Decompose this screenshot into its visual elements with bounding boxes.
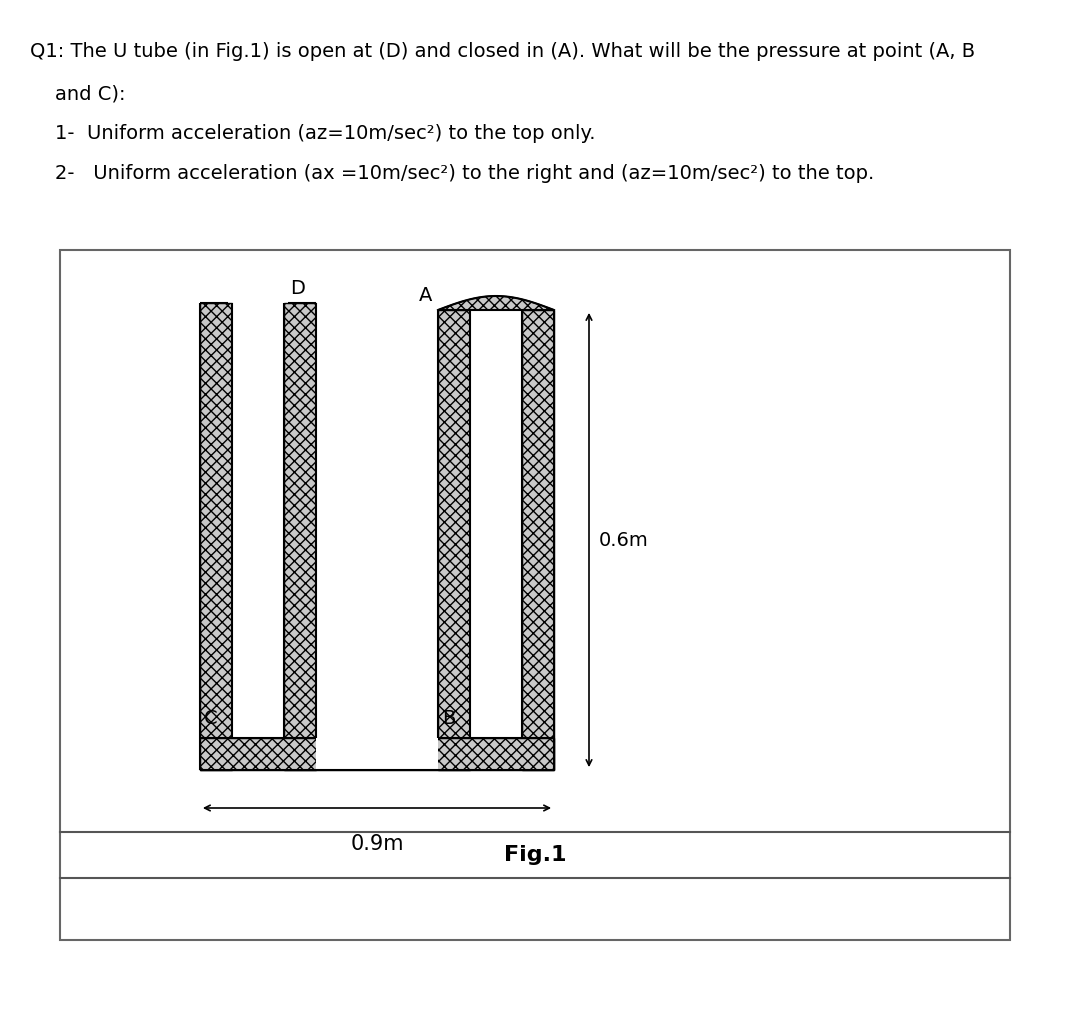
Text: 2-   Uniform acceleration (ax =10m/sec²) to the right and (az=10m/sec²) to the t: 2- Uniform acceleration (ax =10m/sec²) t… [30,164,874,183]
Bar [200,303,232,770]
Polygon shape [438,296,554,310]
Text: D: D [291,279,305,298]
Text: B: B [442,709,456,728]
Bar [200,738,554,770]
Text: and C):: and C): [30,84,125,103]
Text: 0.9m: 0.9m [350,833,404,854]
Text: Q1: The U tube (in Fig.1) is open at (D) and closed in (A). What will be the pre: Q1: The U tube (in Fig.1) is open at (D)… [30,42,975,61]
Bar [316,738,438,770]
Bar [438,310,470,770]
Text: A: A [419,286,432,305]
Bar [232,303,284,738]
Bar [316,303,438,738]
Text: C: C [204,709,218,728]
Bar [470,310,522,738]
Bar [60,250,1010,941]
Text: 1-  Uniform acceleration (az=10m/sec²) to the top only.: 1- Uniform acceleration (az=10m/sec²) to… [30,125,595,143]
Bar [284,303,316,770]
Text: 0.6m: 0.6m [599,531,649,549]
Text: Fig.1: Fig.1 [503,845,566,865]
Bar [522,310,554,770]
